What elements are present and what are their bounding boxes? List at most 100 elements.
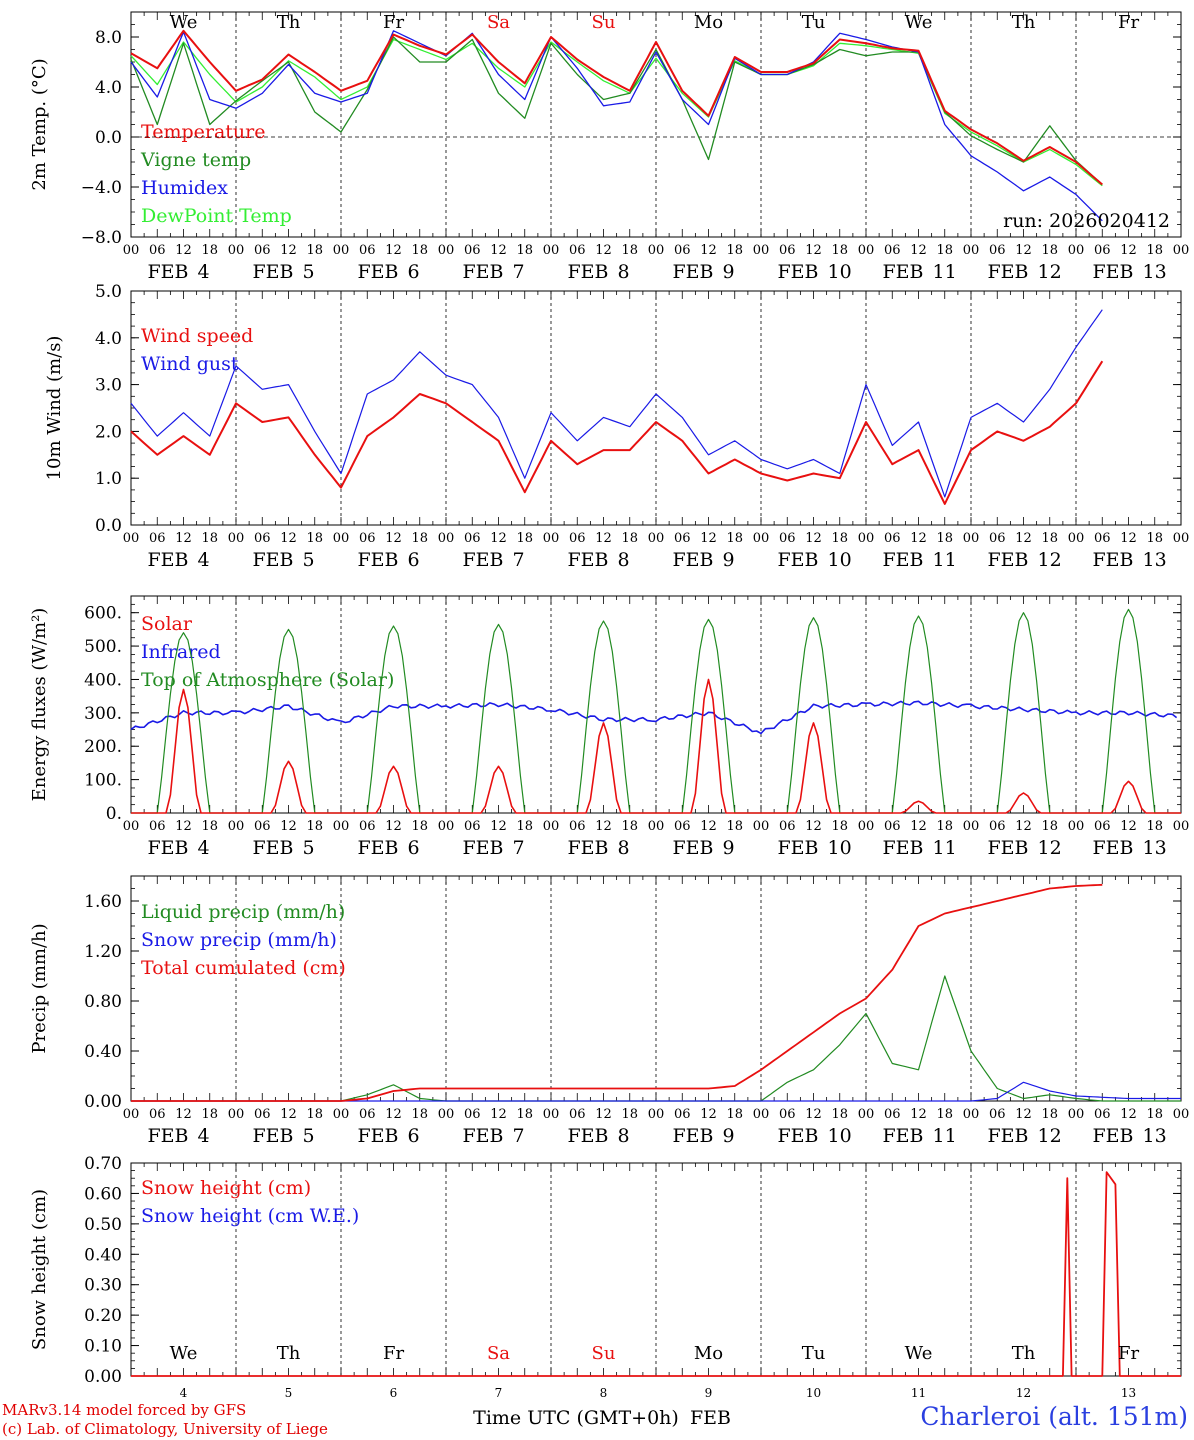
hour-tick-label: 18 [936,531,953,546]
hour-tick-label: 00 [648,1107,665,1122]
hour-tick-label: 12 [910,1107,927,1122]
date-label: 8 [618,837,630,859]
y-tick-label: 0.30 [84,1276,122,1296]
legend-entry: Humidex [141,177,228,199]
hour-tick-label: 00 [543,819,560,834]
y-tick-label: 0.00 [84,1367,122,1387]
hour-tick-label: 00 [333,1107,350,1122]
panel-2: 5.0 4.0 3.0 2.0 1.0 0.0 10m Wind (m/s) Wind spe… [44,282,1182,536]
hour-tick-label: 18 [411,819,428,834]
date-label: FEB [463,261,504,283]
hour-tick-label: 06 [884,531,901,546]
hour-tick-label: 06 [674,531,691,546]
date-label: FEB [1093,549,1134,571]
plot-frame [130,11,1182,238]
hour-tick-label: 06 [989,1107,1006,1122]
hour-tick-label: 12 [490,243,507,258]
date-label: 13 [1143,837,1167,859]
hour-tick-label: 12 [1015,819,1032,834]
hour-tick-label: 00 [123,1107,140,1122]
hour-tick-label: 00 [228,243,245,258]
y-tick-label: 400. [84,670,122,690]
hour-tick-label: 06 [989,531,1006,546]
y-tick-label: 0.0 [95,516,122,536]
panel-1: 8.0 4.0 0.0 −4.0 −8.0 2m Temp. (°C) Temperatur… [29,11,1182,248]
hour-tick-label: 12 [700,1107,717,1122]
hour-tick-label: 06 [779,1107,796,1122]
weekday-label: Th [1012,12,1036,33]
weekday-label: Fr [1118,1343,1139,1364]
date-label: 4 [198,549,210,571]
date-label: FEB [358,549,399,571]
date-label: 9 [723,1125,735,1147]
model-credit: MARv3.14 model forced by GFS [2,1401,247,1419]
hour-tick-label: 12 [175,243,192,258]
hour-tick-label: 12 [1120,819,1137,834]
panel-4: 1.60 1.20 0.80 0.40 0.00 Precip (mm/h) Liquid … [29,875,1182,1112]
date-number: 4 [180,1386,188,1400]
date-label: FEB [1093,837,1134,859]
date-label: 7 [513,837,525,859]
hour-tick-label: 18 [936,819,953,834]
hour-tick-label: 00 [333,531,350,546]
date-label: 13 [1143,549,1167,571]
weekday-label: Su [592,1343,616,1364]
hour-tick-label: 00 [648,243,665,258]
hour-tick-label: 00 [228,531,245,546]
date-label: FEB [463,1125,504,1147]
hour-tick-label: 18 [1146,1107,1163,1122]
hour-tick-label: 00 [753,1107,770,1122]
hour-tick-label: 12 [280,531,297,546]
hour-tick-label: 06 [254,531,271,546]
date-label: FEB [988,261,1029,283]
date-label: FEB [358,261,399,283]
hour-tick-label: 06 [674,1107,691,1122]
date-label: 13 [1143,1125,1167,1147]
legend-entry: Infrared [141,641,221,663]
hour-tick-label: 06 [779,531,796,546]
hour-tick-label: 06 [1094,243,1111,258]
hour-tick-label: 12 [175,819,192,834]
legend-entry: Wind gust [141,353,239,375]
hour-tick-label: 00 [543,243,560,258]
hour-tick-label: 18 [726,243,743,258]
hour-tick-label: 12 [1120,1107,1137,1122]
hour-tick-label: 12 [280,819,297,834]
hour-tick-label: 06 [464,243,481,258]
hour-tick-label: 12 [910,243,927,258]
hour-tick-label: 12 [1120,531,1137,546]
hour-tick-label: 18 [201,243,218,258]
hour-tick-label: 18 [936,243,953,258]
hour-tick-label: 12 [1015,243,1032,258]
hour-tick-label: 12 [1015,531,1032,546]
date-label: 12 [1038,837,1062,859]
date-label: FEB [358,837,399,859]
hour-tick-label: 18 [306,1107,323,1122]
y-tick-label: 8.0 [95,28,122,48]
hour-tick-label: 00 [1173,819,1190,834]
hour-tick-label: 18 [516,1107,533,1122]
y-tick-label: 0.40 [84,1042,122,1062]
hour-tick-label: 18 [621,819,638,834]
hour-tick-label: 18 [306,531,323,546]
hour-tick-label: 18 [1041,1107,1058,1122]
y-tick-label: 5.0 [95,282,122,302]
weekday-row-1: We Th Fr Sa Su Mo Tu We Th Fr [170,12,1140,33]
y-tick-label: 0.00 [84,1092,122,1112]
date-label: FEB [148,837,189,859]
hour-tick-label: 00 [753,819,770,834]
hour-tick-label: 06 [149,1107,166,1122]
hour-tick-label: 06 [1094,1107,1111,1122]
hour-tick-label: 12 [385,1107,402,1122]
date-number: 8 [600,1386,608,1400]
hour-tick-label: 12 [595,1107,612,1122]
hour-tick-label: 18 [201,819,218,834]
y-tick-label: 3.0 [95,376,122,396]
date-label: 4 [198,837,210,859]
date-label: 11 [933,549,957,571]
series-infrared [130,700,1178,735]
hour-tick-label: 18 [306,243,323,258]
date-number: 6 [390,1386,398,1400]
hour-tick-label: 12 [700,243,717,258]
hour-axis-3: 00 06 12 18 00 06 12 18 00 06 12 18 00 06 12 18 00 06 12 18… [123,819,1190,859]
